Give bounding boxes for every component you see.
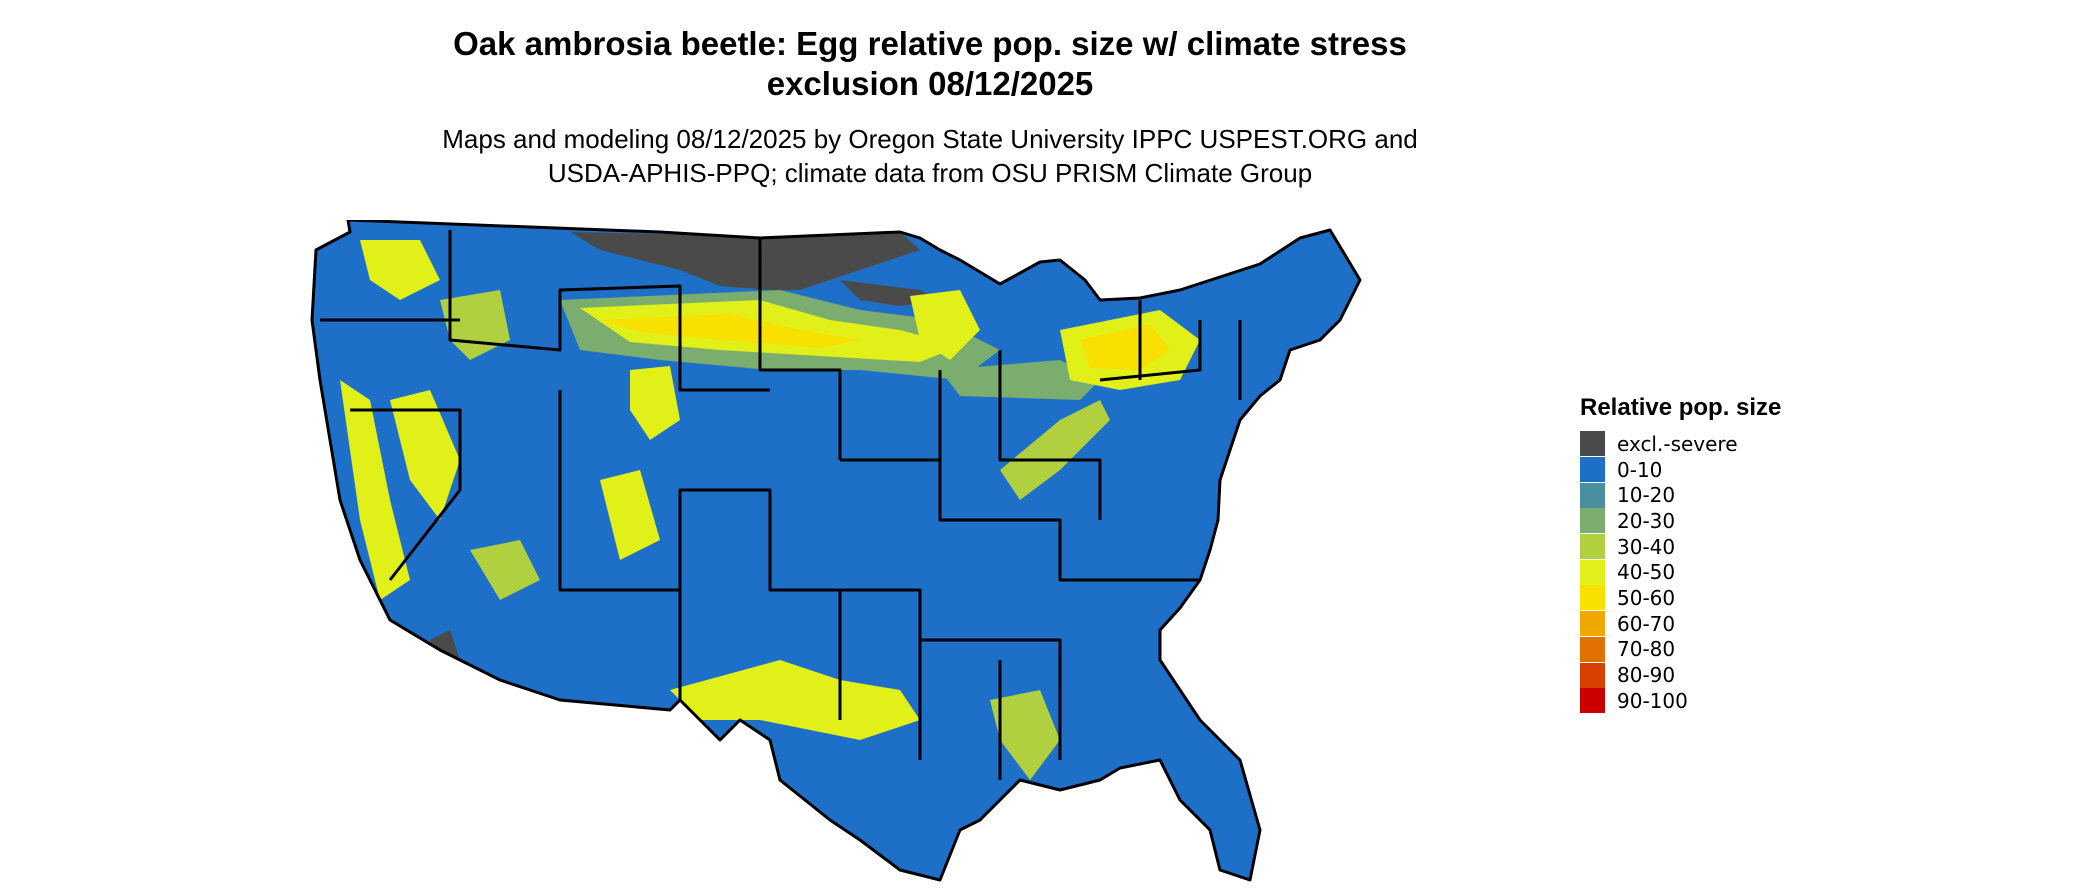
border-northeast-states (1099, 300, 1242, 400)
subtitle-line-2: USDA-APHIS-PPQ; climate data from OSU PR… (547, 158, 1313, 188)
map-subtitle: Maps and modeling 08/12/2025 by Oregon S… (330, 122, 1530, 190)
legend-item: 80-90 (1580, 662, 1880, 688)
zone-40-50-california (340, 380, 410, 600)
legend-title: Relative pop. size (1580, 394, 1782, 421)
legend-label: 30-40 (1617, 534, 1676, 559)
legend-item: 10-20 (1580, 482, 1880, 508)
legend-swatch (1580, 662, 1605, 688)
legend-item: 50-60 (1580, 585, 1880, 611)
legend-swatch (1580, 585, 1605, 611)
zone-40-50-washington (360, 240, 440, 300)
us-population-map (310, 220, 1362, 882)
zone-30-40-appalachia (1000, 400, 1110, 500)
zone-50-60-plains (600, 314, 860, 348)
legend-label: 70-80 (1617, 637, 1676, 662)
zone-40-50-michigan (910, 290, 980, 360)
zone-30-40-florida (990, 690, 1060, 780)
legend-swatch (1580, 457, 1605, 483)
legend-item: 90-100 (1580, 688, 1880, 714)
legend-label: 40-50 (1617, 560, 1676, 585)
zone-40-50-colorado (630, 366, 680, 440)
legend-item: 60-70 (1580, 611, 1880, 637)
map-fill-layer (312, 220, 1360, 880)
exclusion-zone-minnesota (760, 232, 920, 290)
legend-swatch (1580, 482, 1605, 508)
border-west-coast-states (320, 318, 462, 581)
border-north-plains (448, 230, 770, 392)
legend-item: excl.-severe (1580, 431, 1880, 457)
zone-40-50-gulf-coast (670, 660, 920, 740)
legend-label: excl.-severe (1617, 431, 1738, 456)
title-line-1: Oak ambrosia beetle: Egg relative pop. s… (453, 25, 1407, 62)
border-southern-states (678, 588, 1062, 780)
legend-item: 40-50 (1580, 559, 1880, 585)
legend-items: excl.-severe 0-10 10-20 20-30 30-40 40-50 50-6… (1580, 431, 1880, 714)
zone-20-30-ohio (940, 360, 1100, 400)
legend: Relative pop. size excl.-severe 0-10 10-20… (1580, 393, 1880, 714)
legend-swatch (1580, 636, 1605, 662)
legend-item: 0-10 (1580, 457, 1880, 483)
state-borders (310, 220, 1362, 882)
map-title: Oak ambrosia beetle: Egg relative pop. s… (330, 24, 1530, 104)
zone-40-50-nevada (390, 390, 460, 520)
zone-30-40-arizona (470, 540, 540, 600)
zone-50-60-northeast (1080, 324, 1170, 370)
title-line-2: exclusion 08/12/2025 (766, 65, 1094, 102)
legend-item: 30-40 (1580, 534, 1880, 560)
legend-item: 70-80 (1580, 636, 1880, 663)
legend-swatch (1580, 534, 1605, 560)
border-mn-wi (758, 238, 842, 460)
legend-label: 90-100 (1617, 688, 1688, 713)
legend-swatch (1580, 559, 1605, 585)
legend-label: 50-60 (1617, 585, 1676, 610)
legend-swatch (1580, 688, 1605, 714)
subtitle-line-1: Maps and modeling 08/12/2025 by Oregon S… (442, 124, 1418, 154)
legend-item: 20-30 (1580, 508, 1880, 534)
zone-40-50-new-mexico (600, 470, 660, 560)
legend-swatch (1580, 431, 1605, 457)
legend-swatch (1580, 508, 1605, 534)
exclusion-zone-north-dakota (570, 232, 770, 290)
legend-label: 60-70 (1617, 611, 1676, 636)
legend-label: 10-20 (1617, 483, 1676, 508)
border-east-states (840, 350, 1200, 582)
legend-label: 20-30 (1617, 508, 1676, 533)
legend-label: 80-90 (1617, 663, 1676, 688)
legend-swatch (1580, 611, 1605, 637)
legend-label: 0-10 (1617, 457, 1663, 482)
